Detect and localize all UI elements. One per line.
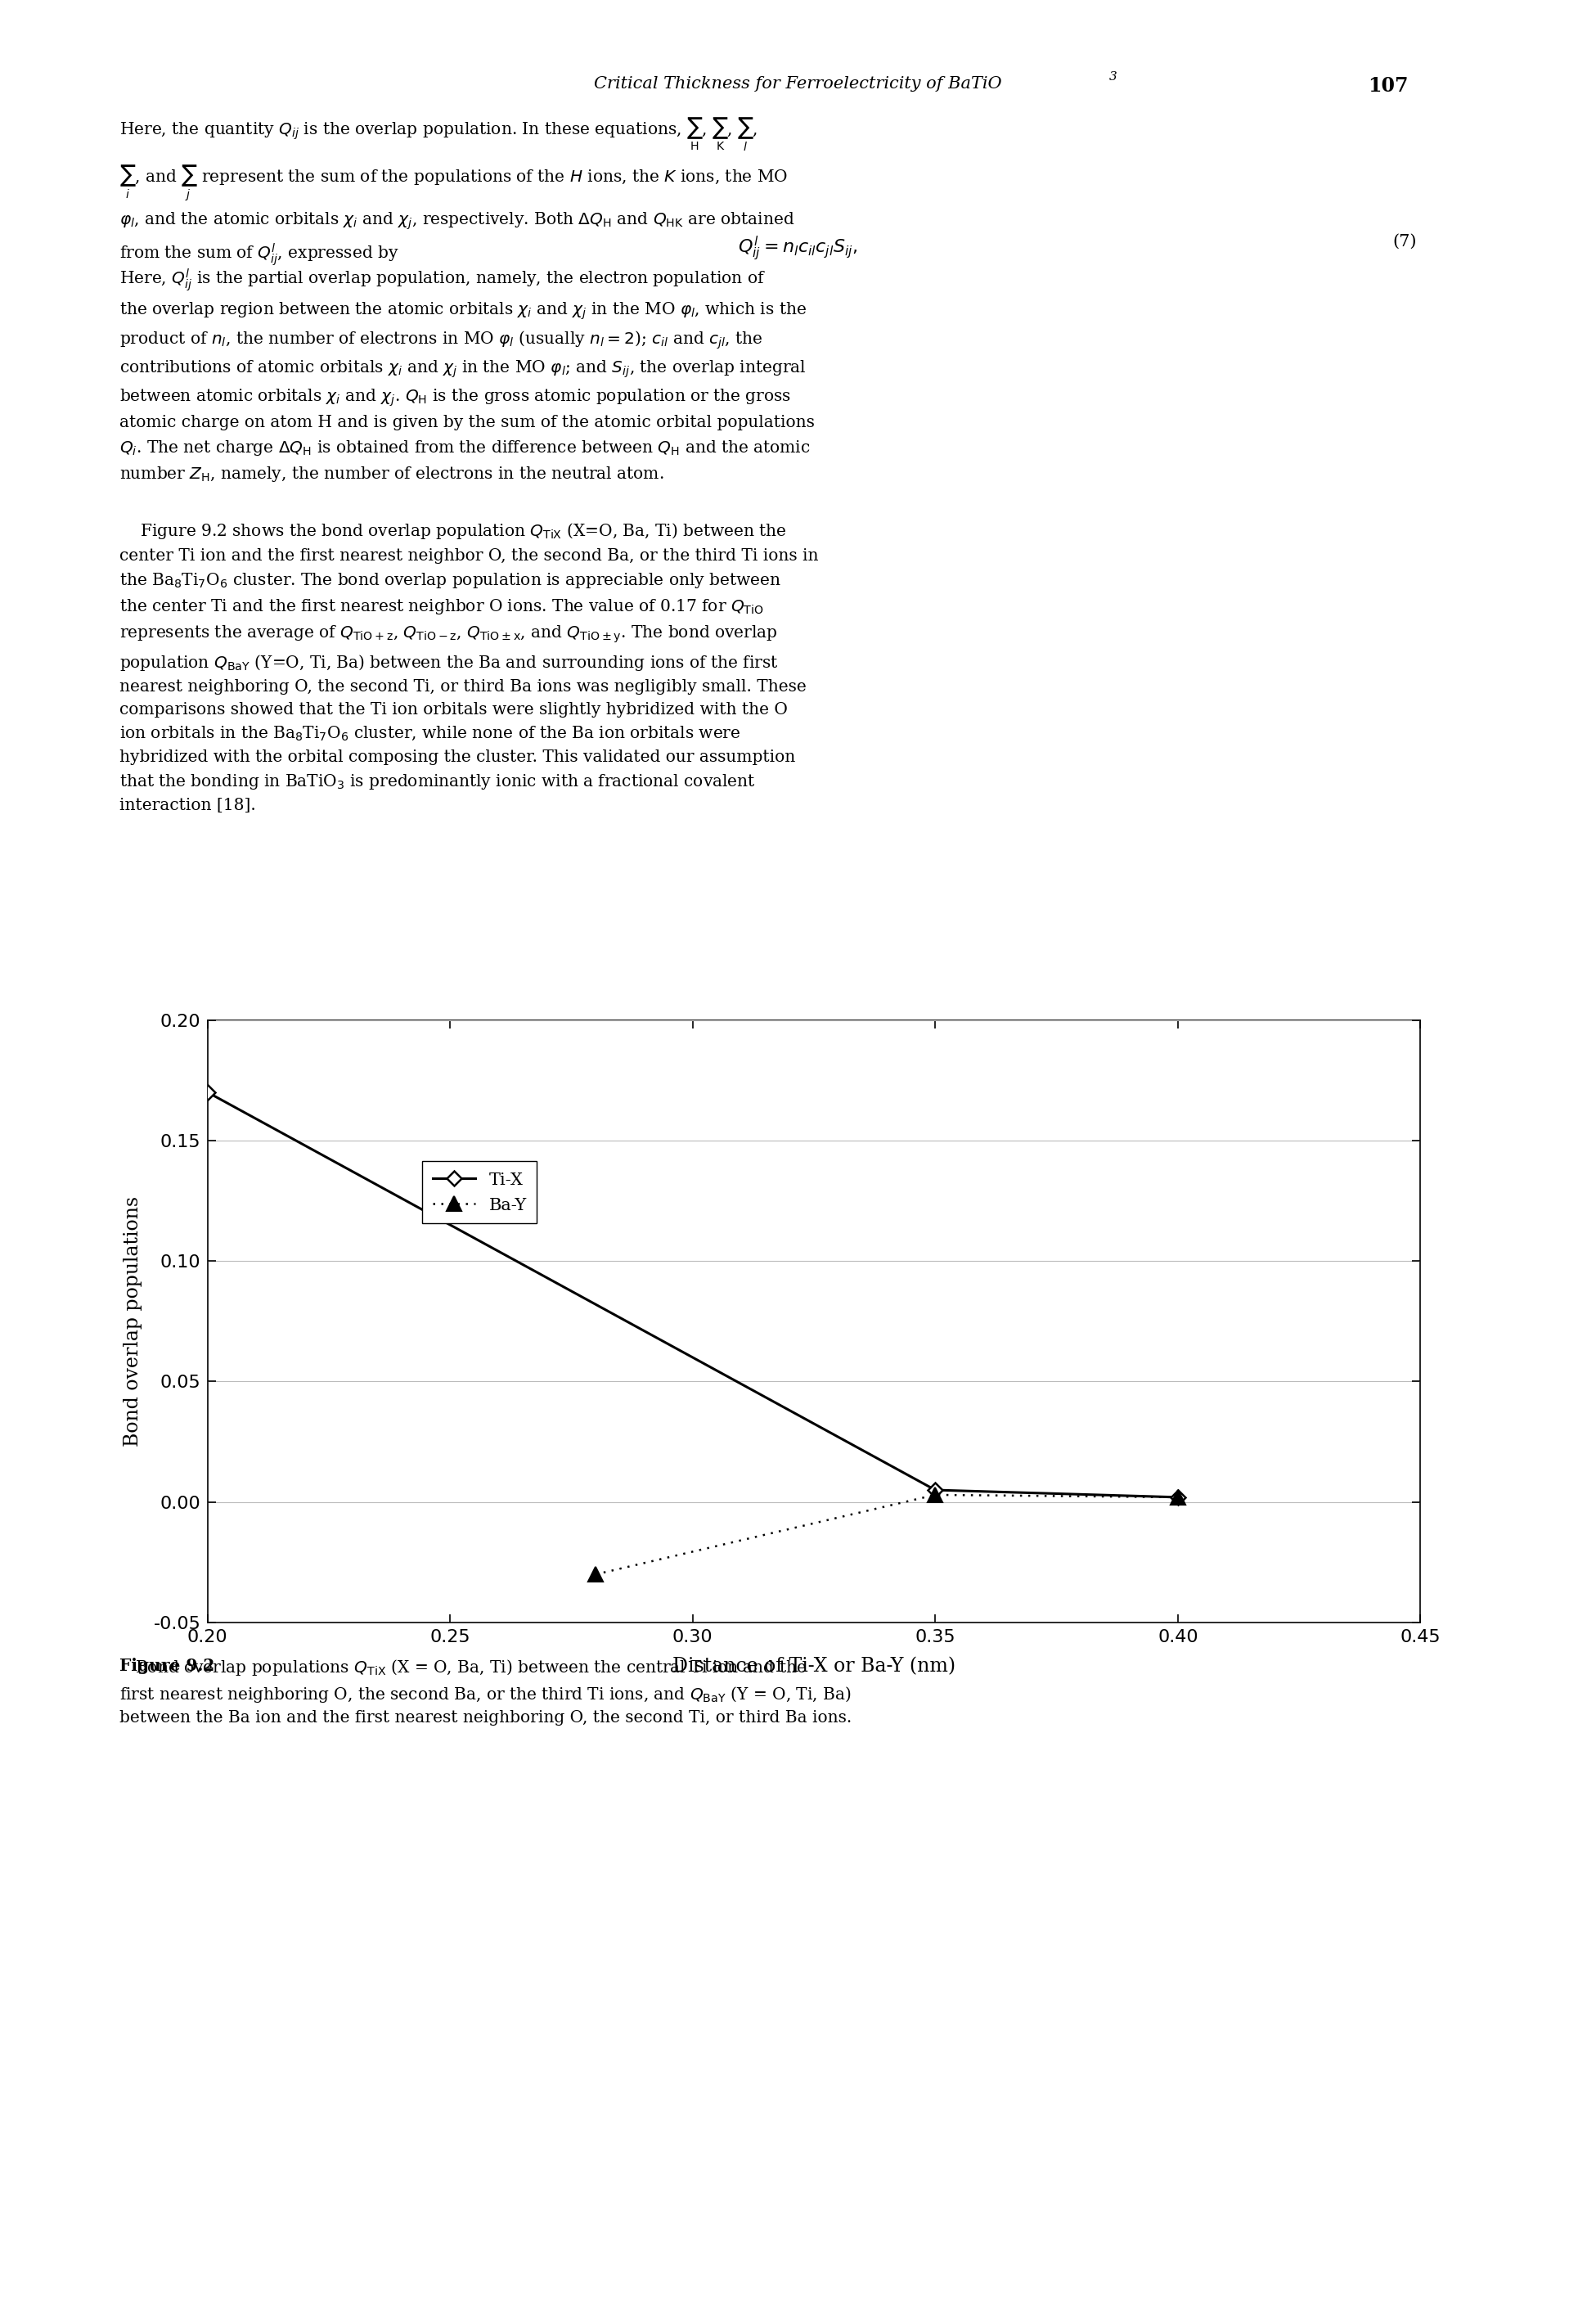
Text: 3: 3: [1109, 72, 1117, 81]
Ti-X: [198, 1078, 217, 1106]
Ba-Y: [586, 1560, 605, 1588]
Line: Ba-Y: Ba-Y: [589, 1488, 1186, 1581]
X-axis label: Distance of Ti-X or Ba-Y (nm): Distance of Ti-X or Ba-Y (nm): [672, 1657, 956, 1676]
Y-axis label: Bond overlap populations: Bond overlap populations: [123, 1196, 142, 1446]
Ba-Y: [1168, 1484, 1187, 1511]
Text: Here, the quantity $Q_{ij}$ is the overlap population. In these equations, $\sum: Here, the quantity $Q_{ij}$ is the overl…: [120, 116, 795, 267]
Ti-X: [1168, 1484, 1187, 1511]
Text: Critical Thickness for Ferroelectricity of BaTiO: Critical Thickness for Ferroelectricity …: [594, 76, 1002, 93]
Text: Bond overlap populations $Q_{\mathrm{TiX}}$ (X = O, Ba, Ti) between the central : Bond overlap populations $Q_{\mathrm{TiX…: [120, 1657, 852, 1725]
Line: Ti-X: Ti-X: [203, 1087, 1183, 1502]
Text: Here, $Q^l_{ij}$ is the partial overlap population, namely, the electron populat: Here, $Q^l_{ij}$ is the partial overlap …: [120, 267, 816, 484]
Ti-X: [926, 1477, 945, 1504]
Text: Figure 9.2: Figure 9.2: [120, 1657, 215, 1674]
Text: Figure 9.2 shows the bond overlap population $Q_{\mathrm{TiX}}$ (X=O, Ba, Ti) be: Figure 9.2 shows the bond overlap popula…: [120, 522, 819, 814]
Ba-Y: [926, 1481, 945, 1509]
Text: 107: 107: [1368, 76, 1409, 95]
Legend: Ti-X, Ba-Y: Ti-X, Ba-Y: [423, 1161, 536, 1224]
Text: $Q^l_{ij} = n_l c_{il} c_{jl} S_{ij},$: $Q^l_{ij} = n_l c_{il} c_{jl} S_{ij},$: [737, 234, 859, 262]
Text: (7): (7): [1392, 234, 1417, 250]
